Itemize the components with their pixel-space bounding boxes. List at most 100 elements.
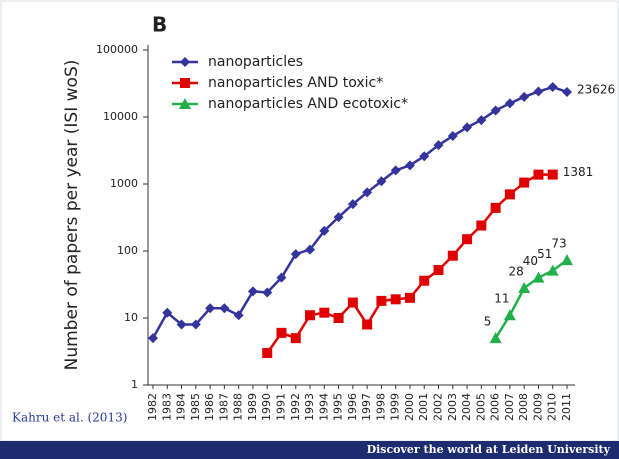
- x-tick-label: 2001: [417, 393, 430, 421]
- legend-label: nanoparticles AND toxic*: [208, 75, 383, 91]
- marker: [419, 275, 430, 286]
- marker: [503, 309, 516, 321]
- marker: [305, 310, 316, 321]
- marker: [462, 122, 473, 133]
- marker: [247, 286, 258, 297]
- marker: [262, 348, 273, 359]
- marker: [390, 165, 401, 176]
- legend-label: nanoparticles AND ecotoxic*: [208, 96, 408, 112]
- marker: [562, 86, 572, 97]
- x-tick-label: 2006: [489, 393, 502, 421]
- marker: [347, 199, 358, 210]
- x-tick-label: 1996: [346, 393, 359, 421]
- x-tick-label: 1989: [246, 393, 259, 421]
- marker: [504, 98, 515, 109]
- x-tick-label: 2004: [460, 393, 473, 421]
- x-tick-label: 1993: [303, 393, 316, 421]
- x-tick-label: 1985: [189, 393, 202, 421]
- marker: [376, 176, 387, 187]
- x-tick-label: 1995: [332, 393, 345, 421]
- footer-bar: [0, 441, 619, 459]
- x-tick-label: 2009: [531, 393, 544, 421]
- citation: Kahru et al. (2013): [12, 411, 127, 425]
- x-tick-label: 2003: [446, 393, 459, 421]
- x-tick-label: 2002: [432, 393, 445, 421]
- marker: [404, 292, 415, 303]
- marker: [504, 189, 515, 200]
- marker: [547, 169, 558, 180]
- marker: [176, 319, 187, 330]
- marker: [290, 333, 301, 344]
- y-axis-label: Number of papers per year (ISI woS): [62, 60, 82, 371]
- marker: [190, 319, 201, 330]
- value-label: 40: [523, 254, 538, 268]
- x-tick-label: 1999: [389, 393, 402, 421]
- marker: [390, 294, 401, 305]
- panel-label: B: [152, 13, 167, 37]
- x-tick-label: 1990: [260, 393, 273, 421]
- marker: [362, 319, 373, 330]
- marker: [362, 187, 373, 198]
- marker: [462, 234, 473, 245]
- value-label: 5: [484, 315, 492, 329]
- x-tick-label: 1998: [374, 393, 387, 421]
- marker: [376, 295, 387, 306]
- y-tick-label: 1000: [110, 177, 138, 190]
- marker: [476, 220, 487, 231]
- x-tick-label: 1994: [317, 393, 330, 421]
- marker: [233, 310, 244, 321]
- marker: [476, 115, 487, 126]
- y-tick-label: 100000: [96, 43, 138, 56]
- x-tick-label: 1982: [146, 393, 159, 421]
- marker: [319, 225, 330, 236]
- marker: [276, 272, 287, 283]
- marker: [489, 332, 502, 344]
- x-tick-label: 1984: [175, 393, 188, 421]
- marker: [162, 307, 173, 318]
- marker: [419, 151, 430, 162]
- marker: [433, 265, 444, 276]
- value-label: 23626: [577, 82, 615, 96]
- x-tick-label: 1987: [217, 393, 230, 421]
- marker: [546, 264, 559, 276]
- x-tick-label: 1997: [360, 393, 373, 421]
- x-tick-label: 1991: [274, 393, 287, 421]
- marker: [333, 212, 344, 223]
- marker: [333, 313, 344, 323]
- x-tick-label: 2007: [503, 393, 516, 421]
- marker: [490, 105, 501, 116]
- marker: [447, 250, 458, 261]
- x-tick-label: 2008: [517, 393, 530, 421]
- x-tick-label: 1988: [232, 393, 245, 421]
- x-tick-label: 2011: [560, 393, 573, 421]
- marker: [533, 169, 544, 180]
- x-tick-label: 1992: [289, 393, 302, 421]
- value-label: 73: [551, 237, 566, 251]
- marker: [447, 131, 458, 142]
- footer-text: Discover the world at Leiden University: [367, 443, 611, 456]
- marker: [561, 254, 573, 266]
- y-tick-label: 100: [117, 244, 138, 257]
- marker: [519, 91, 530, 102]
- marker: [490, 202, 501, 213]
- marker: [305, 244, 316, 255]
- y-tick-label: 1: [131, 378, 138, 391]
- marker: [148, 333, 158, 344]
- value-label: 51: [537, 247, 552, 261]
- value-label: 28: [509, 265, 524, 279]
- marker: [205, 303, 216, 314]
- marker: [180, 57, 190, 67]
- y-tick-label: 10: [124, 311, 138, 324]
- marker: [219, 303, 230, 314]
- marker: [179, 98, 191, 109]
- x-tick-label: 2005: [474, 393, 487, 421]
- marker: [404, 160, 415, 171]
- marker: [518, 282, 531, 294]
- marker: [547, 82, 558, 93]
- marker: [276, 327, 287, 338]
- marker: [532, 271, 545, 283]
- x-tick-label: 1983: [160, 393, 173, 421]
- value-label: 1381: [563, 165, 594, 179]
- marker: [290, 249, 301, 260]
